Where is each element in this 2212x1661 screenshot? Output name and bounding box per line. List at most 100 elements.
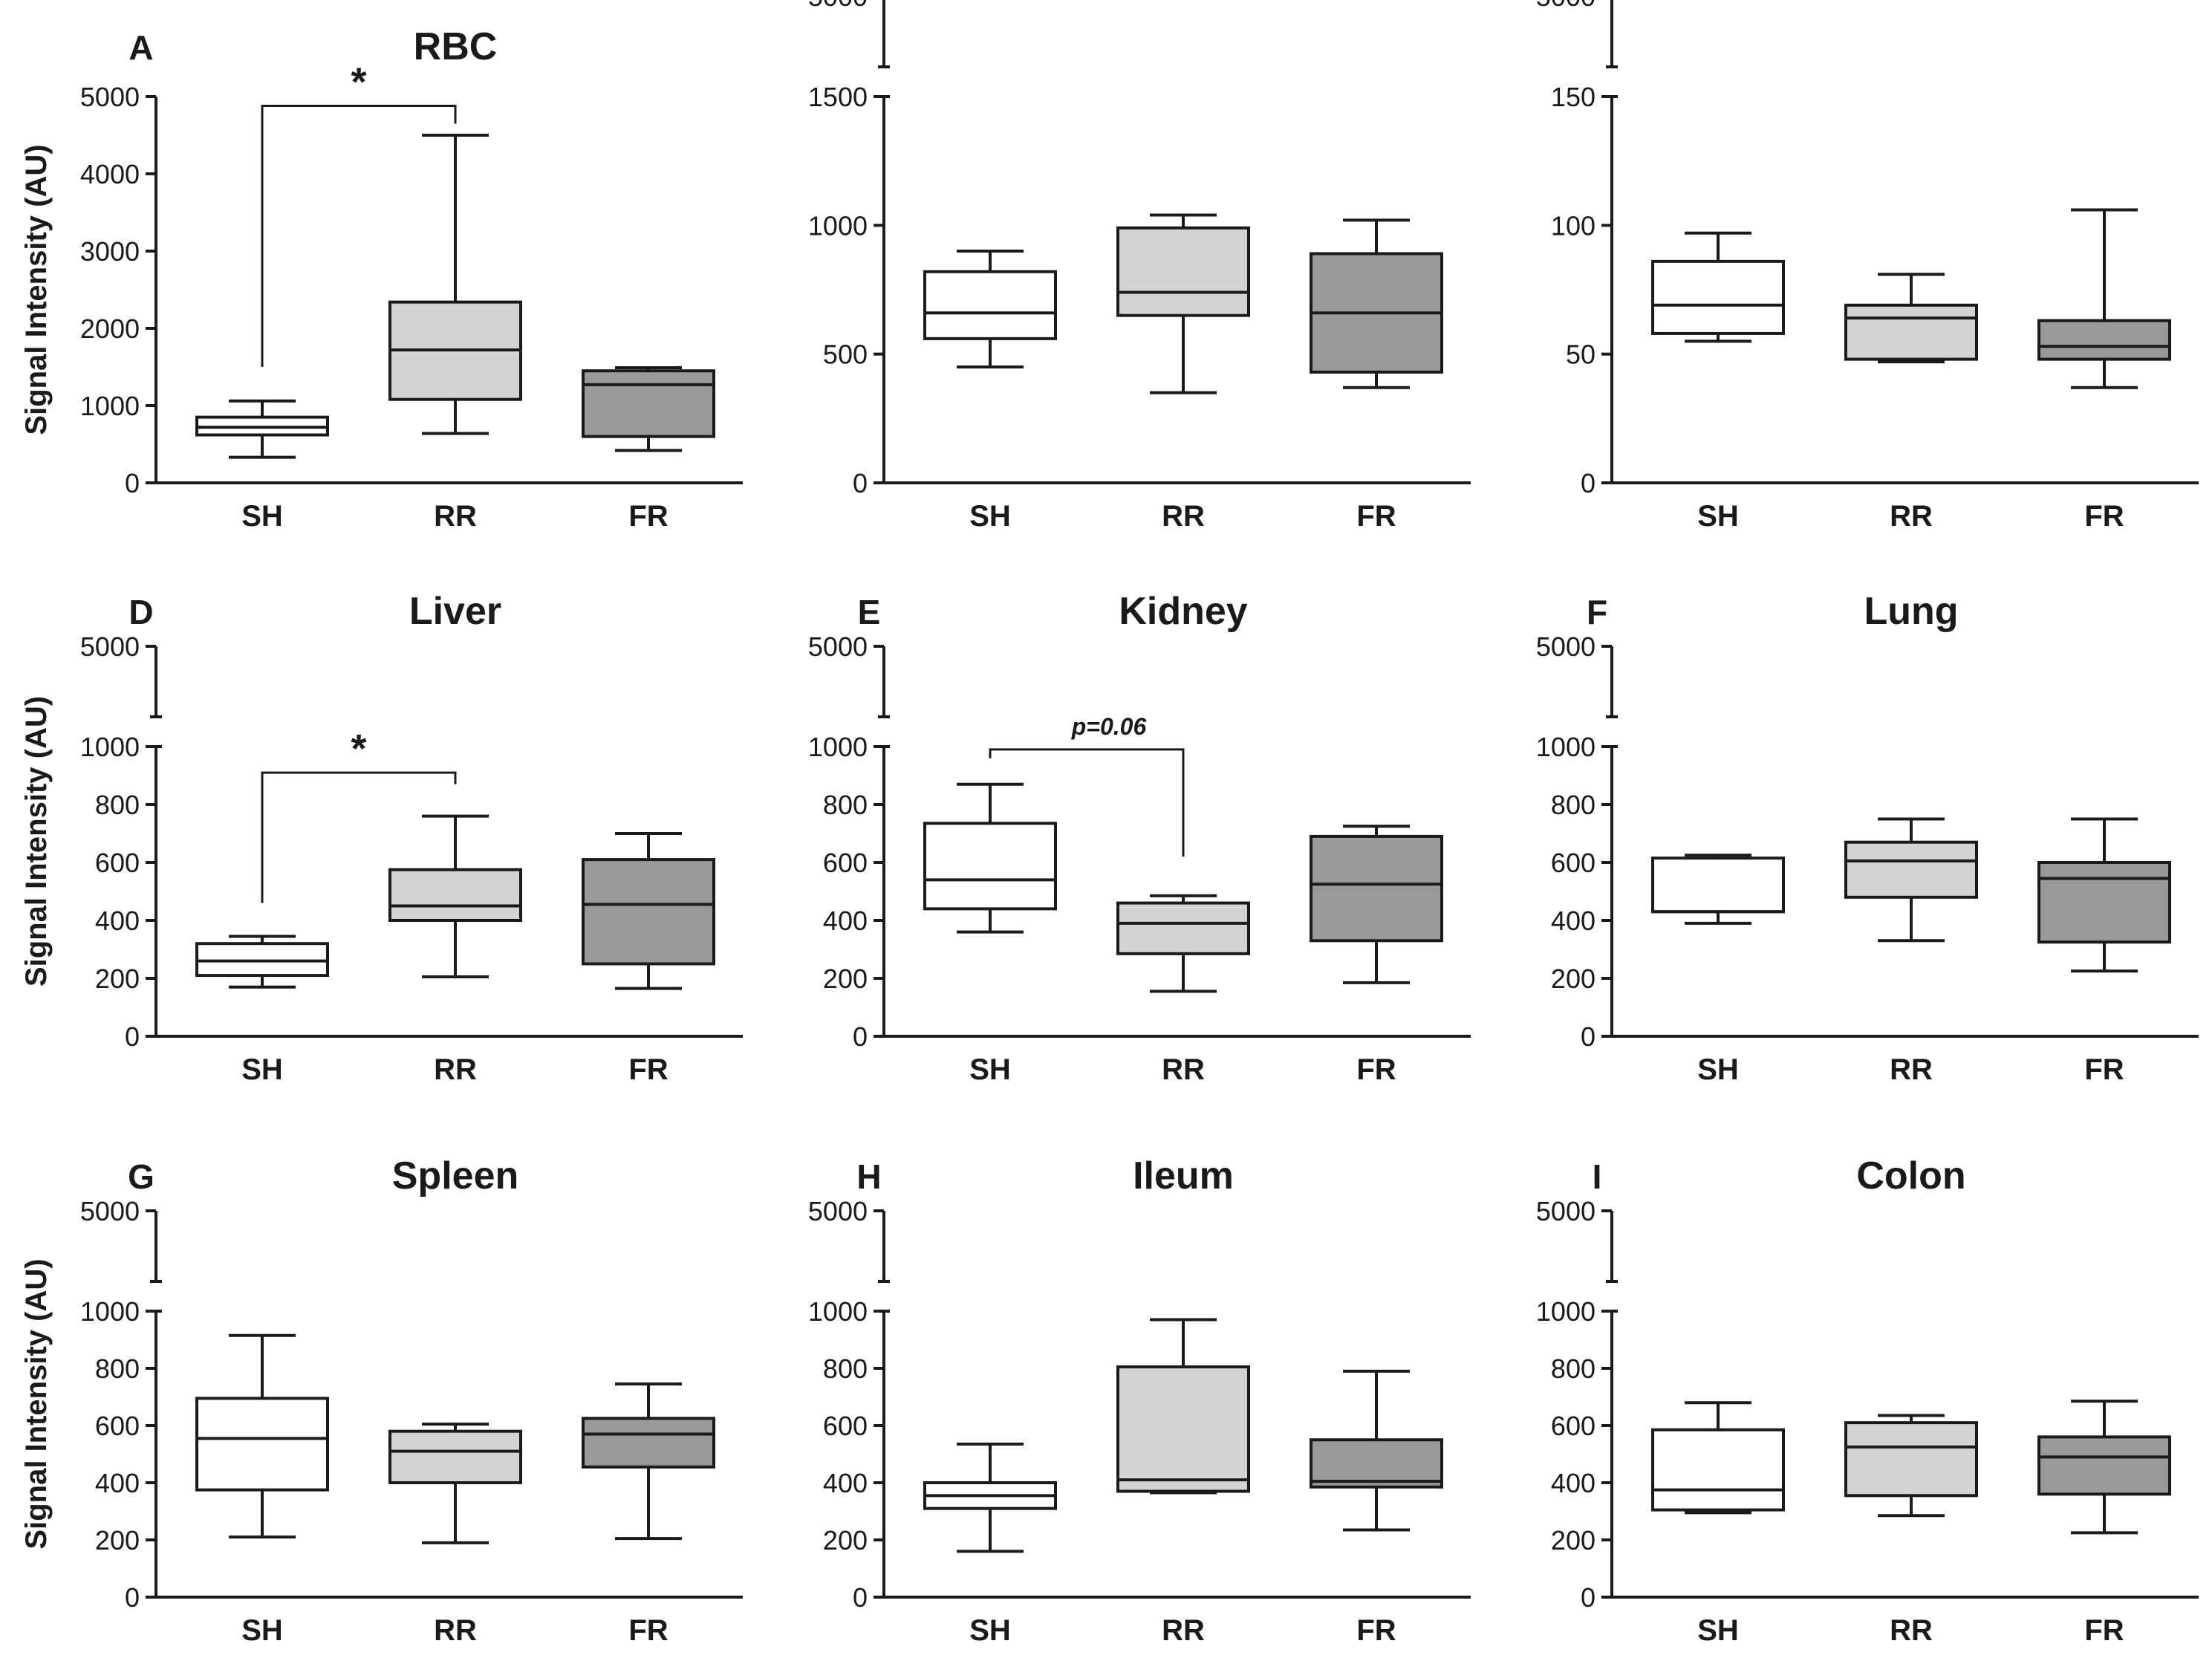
y-tick-label: 400 (95, 906, 140, 936)
y-axis-label: Signal Intensity (AU) (20, 1258, 53, 1549)
box-sh (923, 1443, 1057, 1553)
y-tick-label: 200 (95, 1525, 140, 1556)
y-tick-label: 0 (125, 1021, 140, 1052)
iqr-box (923, 270, 1057, 340)
y-tick-label: 0 (853, 1582, 868, 1613)
x-tick-label: SH (969, 1053, 1011, 1086)
box-fr (1310, 218, 1443, 389)
axes (874, 1209, 1471, 1599)
x-tick-label: FR (628, 500, 668, 533)
y-tick-label: 5000 (808, 1196, 868, 1226)
axes (146, 1209, 743, 1599)
iqr-box (1844, 840, 1978, 899)
bracket-line (261, 104, 457, 367)
x-tick-label: FR (1356, 500, 1396, 533)
box-sh (1651, 231, 1785, 343)
x-tick-label: RR (1890, 1053, 1933, 1086)
y-tick-label: 200 (1551, 1525, 1595, 1556)
y-tick-label: 3000 (80, 236, 140, 267)
panel-b: BPlasma0500100015005000SHRRFR (808, 0, 1471, 533)
y-tick-label: 2000 (80, 313, 140, 344)
panel-letter: A (129, 28, 153, 67)
panel-title: Kidney (1119, 590, 1247, 633)
y-tick-label: 1000 (808, 732, 868, 762)
panel-letter: E (858, 593, 881, 631)
y-tick-label: 5000 (80, 82, 140, 112)
y-tick-label: 400 (823, 906, 868, 936)
y-tick-label: 1000 (80, 732, 140, 762)
x-tick-label: SH (969, 1614, 1011, 1647)
y-tick-label: 800 (823, 790, 868, 820)
x-tick-label: RR (1162, 1053, 1205, 1086)
y-tick-label: 400 (823, 1468, 868, 1498)
y-tick-label: 150 (1551, 82, 1595, 112)
axes (1601, 1209, 2199, 1599)
y-tick-label: 800 (1551, 790, 1595, 820)
significance-bracket (261, 771, 457, 903)
y-tick-label: 500 (823, 339, 868, 370)
panel-i: I Colon 0 200 400 600 800 1000 5000 SH RR FR (1536, 1154, 2199, 1647)
box-rr (1116, 1318, 1250, 1495)
box-rr (1844, 817, 1978, 943)
y-tick-label: 0 (853, 468, 868, 498)
y-tick-label: 5000 (1536, 0, 1595, 12)
axes (146, 95, 743, 484)
y-tick-label: 1000 (1536, 732, 1595, 762)
y-tick-label: 0 (1581, 1021, 1595, 1052)
iqr-box (388, 1429, 522, 1484)
y-tick-label: 0 (125, 1582, 140, 1613)
x-tick-label: FR (2084, 500, 2124, 533)
x-tick-label: FR (628, 1053, 668, 1086)
iqr-box (388, 868, 522, 922)
significance-bracket (261, 104, 457, 367)
panel-letter: G (128, 1157, 154, 1196)
y-tick-label: 800 (95, 790, 140, 820)
axes (1601, 645, 2199, 1038)
x-tick-label: FR (1356, 1614, 1396, 1647)
y-tick-label: 600 (823, 1411, 868, 1441)
box-fr (1310, 825, 1443, 984)
box-fr (2037, 208, 2171, 389)
panel-g: G Spleen Signal Intensity (AU) 0 200 400 600 80… (20, 1154, 743, 1647)
box-sh (195, 934, 329, 989)
axes (1601, 0, 2199, 484)
y-tick-label: 5000 (1536, 1196, 1595, 1226)
panel-letter: F (1587, 593, 1607, 631)
panel-title: RBC (414, 25, 498, 68)
y-tick-label: 600 (95, 848, 140, 878)
y-tick-label: 200 (95, 963, 140, 994)
x-tick-label: RR (1890, 1614, 1933, 1647)
box-sh (923, 782, 1057, 934)
x-tick-label: RR (434, 1053, 477, 1086)
panel-title: Lung (1864, 590, 1958, 633)
panel-e: E Kidney 0 200 400 600 800 1000 5000 SH RR FR p=0.06 (808, 590, 1471, 1086)
panel-title: Ileum (1133, 1154, 1234, 1197)
bracket-line (989, 748, 1185, 857)
x-tick-label: FR (628, 1614, 668, 1647)
y-tick-label: 400 (1551, 1468, 1595, 1498)
x-tick-label: SH (1697, 1614, 1739, 1647)
x-tick-label: FR (2084, 1614, 2124, 1647)
y-tick-label: 400 (1551, 906, 1595, 936)
box-fr (2037, 1400, 2171, 1535)
panel-letter: I (1593, 1157, 1602, 1196)
iqr-box (1116, 901, 1250, 955)
iqr-box (1651, 856, 1785, 914)
iqr-box (1116, 1365, 1250, 1493)
box-fr (2037, 817, 2171, 973)
axes (874, 0, 1471, 484)
y-tick-label: 800 (95, 1353, 140, 1384)
y-tick-label: 200 (823, 1525, 868, 1556)
box-rr (388, 1423, 522, 1544)
x-tick-label: RR (434, 500, 477, 533)
x-tick-label: RR (1890, 500, 1933, 533)
iqr-box (1651, 259, 1785, 335)
panel-title: Colon (1856, 1154, 1965, 1197)
y-tick-label: 5000 (808, 0, 868, 12)
iqr-box (582, 369, 715, 438)
iqr-box (1310, 834, 1443, 943)
panel-f: F Lung 0 200 400 600 800 1000 5000 SH RR FR (1536, 590, 2199, 1086)
iqr-box (2037, 1435, 2171, 1496)
y-tick-label: 1000 (808, 1296, 868, 1327)
panel-a: A RBC Signal Intensity (AU) 0 1000 2000 3000 40… (20, 25, 743, 533)
